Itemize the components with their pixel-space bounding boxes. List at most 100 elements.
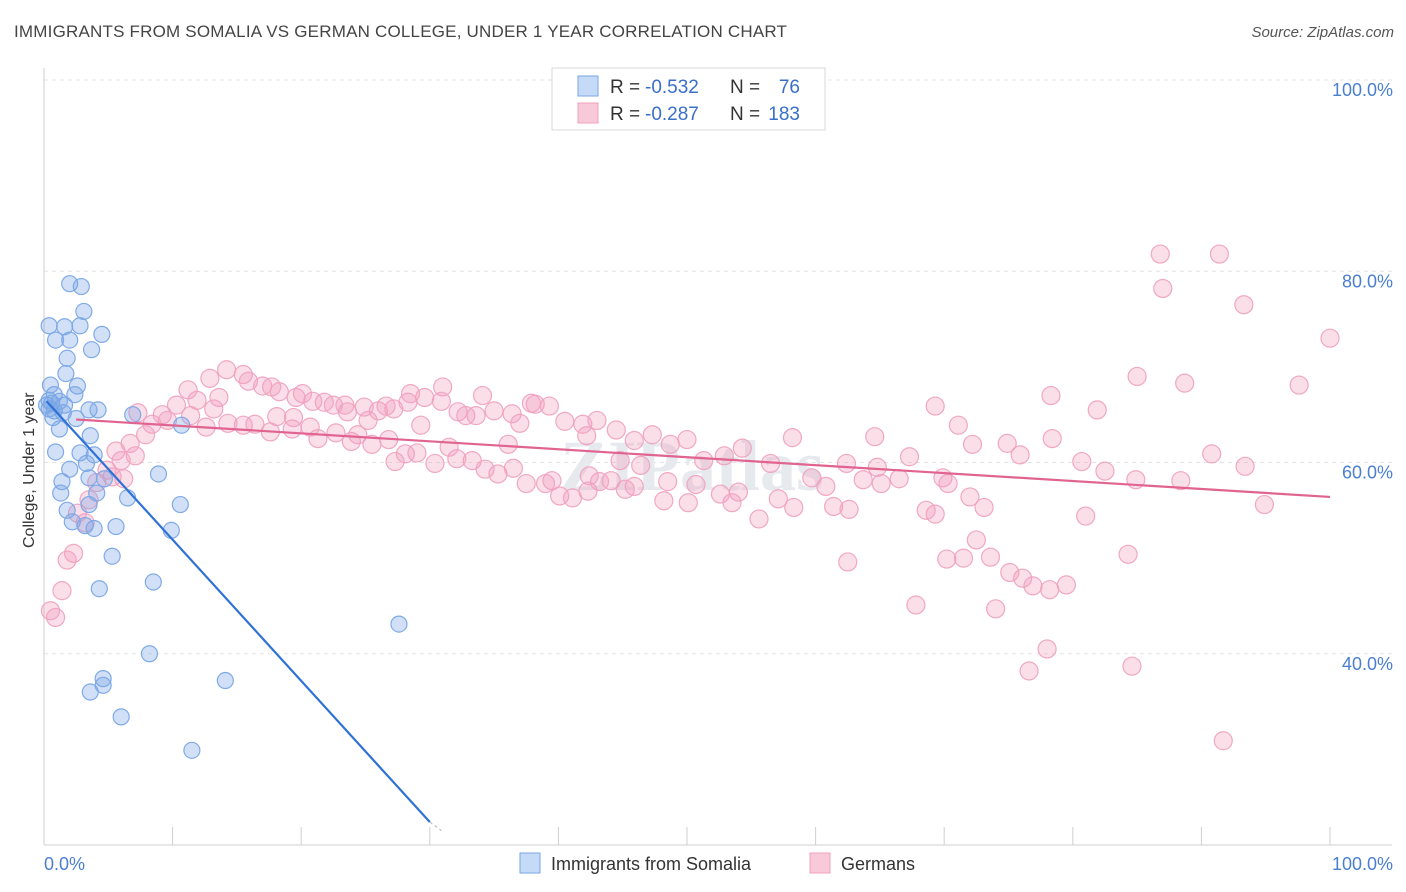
somalia-point (149, 465, 168, 483)
germans-point (1171, 471, 1191, 491)
somalia-point (183, 741, 201, 759)
germans-point (853, 470, 873, 490)
germans-point (525, 394, 545, 414)
x-tick-label-max: 100.0% (1332, 854, 1393, 874)
germans-point (816, 476, 836, 497)
somalia-point (89, 401, 107, 419)
germans-point (1202, 444, 1222, 464)
germans-point (1056, 575, 1076, 595)
somalia-point (144, 573, 162, 591)
germans-trend-line (76, 418, 1331, 499)
germans-point (838, 552, 858, 572)
somalia-point (140, 645, 159, 663)
bottom-legend-swatch-somalia (519, 852, 541, 874)
somalia-point (66, 386, 84, 404)
germans-point (209, 387, 229, 408)
germans-point (1010, 445, 1030, 465)
somalia-point (77, 454, 96, 473)
germans-point (577, 426, 597, 446)
germans-points (40, 244, 1340, 751)
germans-point (1235, 456, 1255, 476)
germans-point (431, 391, 451, 411)
germans-point (1076, 506, 1096, 526)
germans-point (925, 396, 945, 416)
germans-point (1320, 328, 1340, 348)
somalia-point (46, 331, 65, 349)
germans-point (1118, 544, 1138, 564)
germans-point (187, 390, 207, 410)
y-tick-label: 40.0% (1342, 654, 1393, 674)
germans-point (867, 457, 887, 477)
germans-point (1209, 244, 1230, 264)
legend-r-label: R = (610, 77, 640, 98)
germans-point (555, 411, 575, 431)
somalia-point (103, 547, 121, 565)
germans-point (292, 384, 313, 404)
germans-point (768, 489, 788, 509)
legend-swatch-germans (577, 102, 599, 124)
somalia-point (61, 331, 79, 349)
somalia-point (93, 325, 111, 343)
somalia-point (46, 443, 65, 461)
germans-point (1153, 278, 1173, 299)
germans-point (579, 466, 599, 486)
germans-point (714, 446, 734, 466)
germans-point (217, 360, 237, 380)
somalia-point (85, 519, 103, 538)
germans-point (948, 415, 968, 435)
germans-point (411, 415, 431, 435)
y-tick-label: 100.0% (1332, 80, 1393, 100)
somalia-trend-line (45, 400, 431, 823)
x-tick-label-min: 0.0% (44, 854, 85, 874)
legend-n-label: N = (730, 104, 760, 125)
somalia-point (94, 670, 112, 688)
somalia-point (75, 302, 93, 321)
bottom-legend-swatch-germans (809, 852, 831, 874)
germans-point (587, 410, 607, 431)
germans-point (502, 404, 522, 424)
y-axis-label: College, Under 1 year (21, 392, 38, 548)
germans-point (45, 607, 66, 628)
germans-point (1289, 375, 1309, 395)
germans-point (52, 581, 72, 601)
germans-point (114, 469, 134, 489)
germans-point (836, 453, 857, 474)
germans-point (488, 464, 508, 484)
germans-point (542, 471, 562, 491)
somalia-point (58, 349, 76, 367)
germans-point (395, 444, 415, 464)
somalia-point (67, 409, 85, 428)
somalia-point (107, 517, 125, 536)
germans-point (550, 486, 570, 506)
germans-point (871, 473, 891, 494)
germans-point (974, 497, 994, 518)
germans-point (75, 513, 95, 533)
legend-n-value-somalia: 76 (779, 77, 800, 98)
germans-point (1072, 451, 1092, 472)
somalia-point (82, 341, 101, 359)
germans-point (1095, 461, 1115, 481)
germans-point (916, 500, 936, 520)
germans-point (1087, 400, 1107, 420)
germans-point (1234, 295, 1254, 315)
germans-point (362, 434, 382, 454)
y-tick-label: 60.0% (1342, 463, 1393, 483)
germans-point (447, 449, 467, 469)
somalia-point (112, 708, 130, 726)
legend-r-label: R = (610, 104, 640, 125)
germans-point (749, 509, 769, 529)
germans-point (135, 425, 156, 445)
somalia-point (50, 420, 69, 438)
germans-point (539, 396, 559, 416)
germans-point (980, 547, 1001, 567)
germans-point (385, 451, 405, 472)
germans-point (710, 484, 731, 504)
germans-point (899, 447, 920, 467)
germans-point (1122, 656, 1142, 676)
germans-point (498, 434, 518, 454)
germans-point (1150, 244, 1170, 264)
germans-point (152, 405, 172, 425)
germans-point (376, 396, 396, 416)
germans-point (400, 384, 421, 404)
trend-lines (45, 400, 1331, 832)
